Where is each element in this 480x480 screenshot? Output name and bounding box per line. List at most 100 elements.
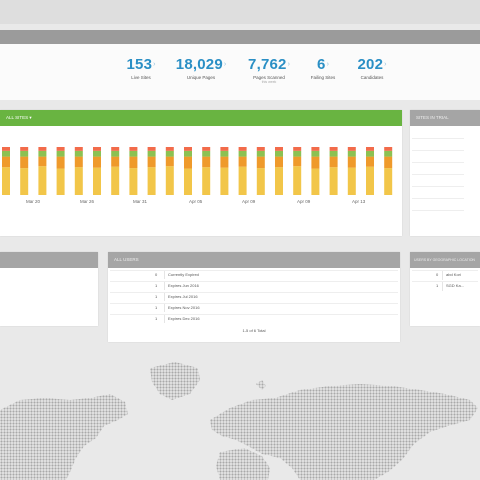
stat-candidates[interactable]: 202› Candidates: [340, 56, 404, 80]
stat-label: Failing Sites: [310, 75, 336, 80]
row-count: 1: [155, 294, 158, 299]
column-divider: [164, 304, 165, 312]
bar-segment: [129, 168, 138, 195]
bar-segment: [184, 150, 192, 157]
table-row[interactable]: 0 Currently Expired: [110, 270, 398, 279]
bar-segment: [93, 156, 101, 168]
bar-segment: [184, 168, 192, 195]
bar-segment: [93, 167, 101, 195]
bar-segment: [256, 168, 265, 195]
bar-segment: [165, 147, 174, 151]
chevron-right-icon: ›: [287, 61, 290, 69]
row-count: 0: [436, 272, 439, 277]
x-tick-label: Apr 05: [189, 199, 203, 204]
stat-unique-pages[interactable]: 18,029› Unique Pages: [169, 56, 233, 80]
bar-segment: [165, 150, 174, 157]
list-divider: [412, 210, 464, 211]
bar-segment: [56, 156, 65, 169]
chart-panel-title[interactable]: ALL SITES ▾: [0, 110, 402, 126]
bar-segment: [111, 166, 120, 195]
list-divider: [412, 138, 464, 139]
chevron-right-icon: ›: [384, 61, 387, 69]
bar-segment: [147, 147, 156, 151]
table-row[interactable]: 1 Expires Nov 2016: [110, 303, 398, 312]
bar-segment: [366, 147, 374, 151]
bar-segment: [293, 156, 302, 167]
list-divider: [412, 174, 464, 175]
bar-segment: [329, 150, 338, 157]
bar-segment: [111, 147, 120, 151]
x-tick-label: Apr 09: [242, 199, 256, 204]
table-row[interactable]: 1 Expires Jul 2016: [110, 292, 398, 301]
bar-segment: [56, 147, 65, 151]
bar-segment: [202, 150, 211, 157]
stat-value: 18,029: [175, 56, 223, 73]
bar-segment: [129, 156, 138, 169]
bar-segment: [38, 150, 47, 157]
stat-live-sites[interactable]: 153› Live Sites: [109, 56, 173, 80]
row-count: 0: [155, 272, 158, 277]
row-count: 1: [155, 283, 158, 288]
world-map: [0, 362, 478, 480]
row-count: 1: [436, 283, 439, 288]
bar-segment: [220, 147, 229, 151]
bar-segment: [347, 147, 356, 151]
bar-segment: [165, 156, 174, 167]
bar-segment: [220, 156, 229, 168]
list-divider: [412, 162, 464, 163]
bar-segment: [38, 166, 47, 195]
geo-row[interactable]: 0 abd Kori: [412, 270, 478, 280]
bar-segment: [202, 167, 211, 195]
x-tick-label: Apr 13: [352, 199, 366, 204]
bar-segment: [220, 167, 229, 195]
bar-segment: [238, 147, 247, 151]
stat-value: 6: [317, 56, 326, 73]
browser-chrome-strip: [0, 0, 480, 24]
row-label: Currently Expired: [168, 272, 199, 277]
x-tick-label: Apr 09: [297, 199, 311, 204]
column-divider: [164, 282, 165, 290]
column-divider: [442, 271, 443, 280]
bar-segment: [311, 150, 320, 157]
row-count: 1: [155, 305, 158, 310]
table-row[interactable]: 1 Expires Jun 2016: [110, 281, 398, 290]
bar-segment: [275, 150, 283, 157]
column-divider: [164, 271, 165, 279]
bar-segment: [74, 147, 83, 151]
stat-value: 202: [357, 56, 384, 73]
bar-segment: [165, 166, 174, 195]
bar-segment: [56, 168, 65, 195]
bar-segment: [311, 156, 320, 169]
bar-segment: [384, 150, 393, 157]
column-divider: [164, 315, 165, 323]
table-footer: 1-5 of 6 Total: [242, 328, 266, 333]
table-row[interactable]: 1 Expires Dec 2016: [110, 314, 398, 323]
row-label: Expires Jul 2016: [168, 294, 198, 299]
users-table-title: ALL USERS: [108, 252, 400, 268]
sites-in-trial-panel: SITES IN TRIAL: [410, 110, 480, 236]
stacked-bar-chart: [2, 147, 393, 195]
bar-segment: [256, 150, 265, 157]
geo-row[interactable]: 1 SGD Ka...: [412, 281, 478, 291]
bar-segment: [384, 156, 393, 169]
bar-segment: [238, 156, 247, 167]
header-bar: [0, 30, 480, 44]
stat-value: 153: [126, 56, 153, 73]
bar-segment: [20, 168, 29, 195]
stat-pages-scanned[interactable]: 7,762› Pages Scanned this week: [237, 56, 301, 84]
row-label: Expires Nov 2016: [168, 305, 200, 310]
bar-segment: [366, 166, 374, 195]
stat-failing-sites[interactable]: 6› Failing Sites: [291, 56, 355, 80]
stat-label: Live Sites: [131, 75, 151, 80]
island-landmass: [256, 380, 266, 390]
bar-segment: [93, 147, 101, 151]
x-tick-label: Mar 20: [26, 199, 41, 204]
bar-segment: [329, 167, 338, 195]
bar-segment: [202, 147, 211, 151]
bar-segment: [384, 168, 393, 195]
stat-value: 7,762: [248, 56, 287, 73]
bar-segment: [347, 156, 356, 168]
row-label: SGD Ka...: [446, 283, 465, 288]
north-america-landmass: [0, 394, 128, 480]
bar-segment: [74, 150, 83, 157]
